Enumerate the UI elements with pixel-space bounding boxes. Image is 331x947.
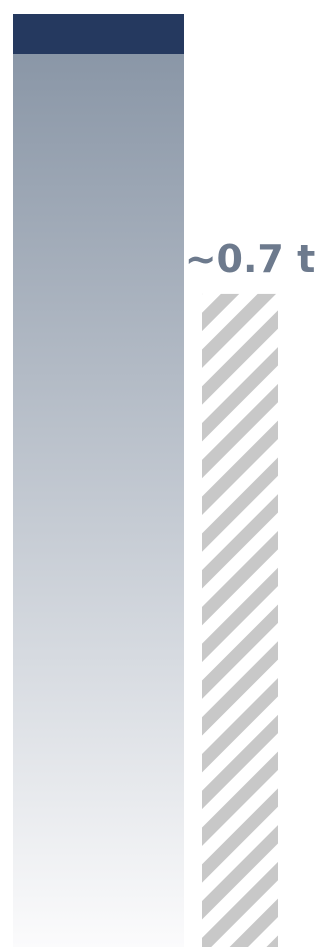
bar-1-cap bbox=[13, 14, 184, 54]
bar-2-value-label: ~0.7 t bbox=[185, 237, 316, 281]
data-labels-group: ~0.7 t bbox=[185, 237, 316, 281]
bar-1 bbox=[13, 14, 184, 947]
bars-group bbox=[13, 14, 278, 947]
bar-2 bbox=[202, 293, 278, 947]
